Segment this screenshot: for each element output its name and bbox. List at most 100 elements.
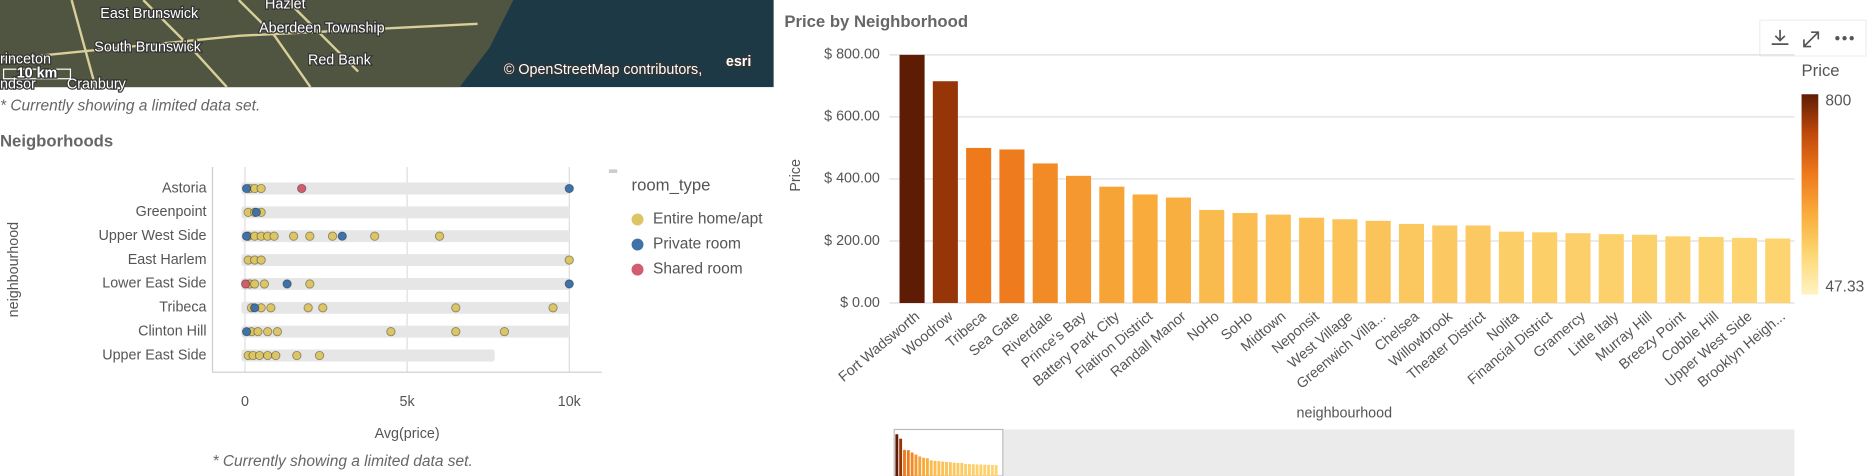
range-bar — [241, 182, 570, 195]
map-logo: esri — [726, 54, 751, 70]
bar — [999, 149, 1025, 304]
x-tick-label: 0 — [241, 394, 249, 410]
dot — [269, 231, 279, 241]
bar — [1532, 232, 1558, 304]
dot — [262, 350, 273, 361]
legend-title: room_type — [632, 176, 711, 195]
bar — [1565, 233, 1591, 304]
bar — [1099, 186, 1125, 304]
more-button[interactable] — [1835, 36, 1854, 41]
bar — [1498, 231, 1524, 304]
expand-button[interactable] — [1803, 31, 1820, 48]
map-label: South Brunswick — [94, 40, 201, 56]
dot — [256, 255, 266, 265]
dot — [254, 350, 265, 361]
bar — [1332, 219, 1358, 304]
map-label: Aberdeen Township — [259, 20, 385, 36]
map-label: Red Bank — [308, 53, 372, 69]
bar — [1066, 175, 1092, 304]
mini-bar — [922, 457, 926, 476]
map-label: Cranbury — [67, 76, 127, 92]
y-tick-label: $ 200.00 — [824, 233, 880, 249]
map[interactable]: Hazlet East Brunswick Aberdeen Township … — [0, 0, 774, 94]
x-tick-label: NoHo — [1184, 309, 1222, 345]
dot — [451, 303, 461, 313]
map-label: ndsor — [0, 76, 36, 92]
bar — [1765, 238, 1791, 304]
map-label: Hazlet — [265, 0, 306, 13]
bar — [1232, 213, 1258, 304]
bar — [1265, 214, 1291, 304]
legend-icon[interactable] — [608, 169, 618, 173]
color-legend-label: 47.33 — [1825, 279, 1864, 296]
y-tick-label: $ 0.00 — [840, 295, 880, 311]
bar — [1132, 194, 1158, 304]
dot — [241, 326, 252, 337]
bar — [1299, 217, 1325, 304]
y-axis-label: neighbourhood — [6, 222, 22, 318]
chart-title: Price by Neighborhood — [784, 12, 968, 31]
color-legend-title: Price — [1802, 61, 1840, 80]
bar — [1598, 234, 1624, 304]
dot — [282, 279, 292, 289]
map-label: rinceton — [0, 51, 51, 67]
dot — [297, 183, 307, 194]
dot — [305, 231, 315, 241]
y-tick-label: East Harlem — [128, 252, 207, 268]
map-scale: 10 km — [17, 66, 58, 82]
dot — [314, 350, 325, 361]
range-bar — [241, 254, 570, 267]
mini-bar — [906, 450, 910, 476]
color-legend-bar — [1801, 94, 1819, 295]
bar — [1632, 234, 1658, 304]
y-axis-label: Price — [788, 159, 804, 192]
mini-bar — [967, 464, 971, 476]
dot — [337, 231, 347, 241]
color-legend-label: 800 — [1825, 93, 1851, 110]
bar — [1731, 237, 1757, 304]
dot — [262, 326, 273, 337]
mini-bar — [948, 462, 952, 476]
legend-swatch — [631, 263, 644, 276]
range-bar — [241, 325, 570, 338]
dot — [386, 326, 396, 337]
mini-bar — [903, 449, 906, 476]
bar — [1698, 236, 1724, 304]
dot — [259, 279, 270, 289]
dot — [548, 303, 558, 313]
mini-bar — [971, 464, 975, 476]
y-tick-label: Astoria — [162, 180, 207, 196]
dot — [288, 231, 299, 241]
map-scale-bar — [2, 68, 72, 80]
mini-bar — [987, 464, 990, 476]
dot — [292, 350, 302, 361]
legend-label: Shared room — [653, 261, 743, 278]
scrollbar-track[interactable] — [894, 429, 1795, 476]
dot — [499, 326, 510, 337]
y-tick-label: Upper East Side — [102, 347, 206, 363]
mini-bar — [937, 461, 941, 476]
legend-swatch — [631, 213, 644, 226]
mini-bar — [895, 434, 899, 476]
dot — [241, 183, 252, 194]
download-button[interactable] — [1771, 29, 1789, 45]
dot — [272, 326, 283, 337]
y-tick-label: Greenpoint — [136, 204, 207, 220]
dot — [451, 326, 461, 337]
x-axis-label: neighbourhood — [1297, 406, 1393, 422]
map-attribution: © OpenStreetMap contributors, — [504, 62, 702, 78]
dot — [271, 350, 281, 361]
bar — [1365, 220, 1391, 304]
y-tick-label: Tribeca — [159, 300, 206, 316]
dot — [251, 207, 261, 218]
mini-bar — [975, 464, 979, 476]
bar — [932, 81, 958, 304]
mini-bar — [979, 464, 983, 476]
scrollbar-thumb[interactable] — [893, 428, 1004, 476]
mini-bar — [933, 460, 937, 476]
x-tick-label: 10k — [558, 394, 582, 410]
dot — [305, 279, 315, 289]
dot — [253, 326, 263, 337]
dot — [256, 183, 266, 194]
